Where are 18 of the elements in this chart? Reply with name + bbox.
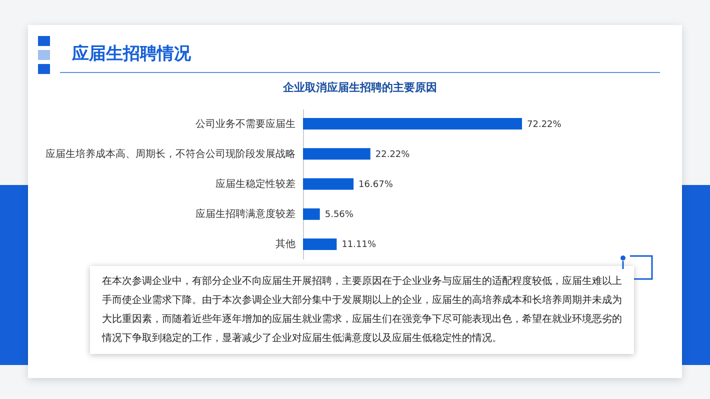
bar [303,178,354,190]
y-tick-label: 其他 [276,238,296,250]
y-tick-label: 应届生稳定性较差 [216,178,296,190]
data-label: 72.22% [527,120,562,130]
chart-subtitle: 企业取消应届生招聘的主要原因 [282,80,438,95]
bar [303,238,337,250]
data-label: 11.11% [342,240,376,250]
bar [303,208,320,220]
y-tick-label: 应届生招聘满意度较差 [196,208,296,220]
data-label: 16.67% [358,180,394,190]
bar [303,118,522,130]
bar [303,148,370,160]
data-label: 5.56% [324,210,354,220]
y-tick-label: 应届生培养成本高、周期长，不符合公司现阶段发展战略 [46,148,296,160]
text: 应届生招聘情况 [72,43,191,65]
y-tick-label: 公司业务不需要应届生 [196,118,296,130]
data-label: 22.22% [375,150,410,160]
text: 在本次参调企业中，有部分企业不向应届生开展招聘，主要原因在于企业业务与应届生的适配程度较低，应届生难以上手而使企业需求下降。由于本次参调企业大部分集中于发展期以上的企业，应届生的高培养成本和长培养周期并未成为大比重因素，而随着近些年逐年增加的应届生就业需求，应届生们在强竞争下尽可能表现出色，希望在就业环境恶劣的情况下争取到稳定的工作，显著减少了企业对应届生低满意度以及应届生低稳定性的情况。 [90,266,634,354]
